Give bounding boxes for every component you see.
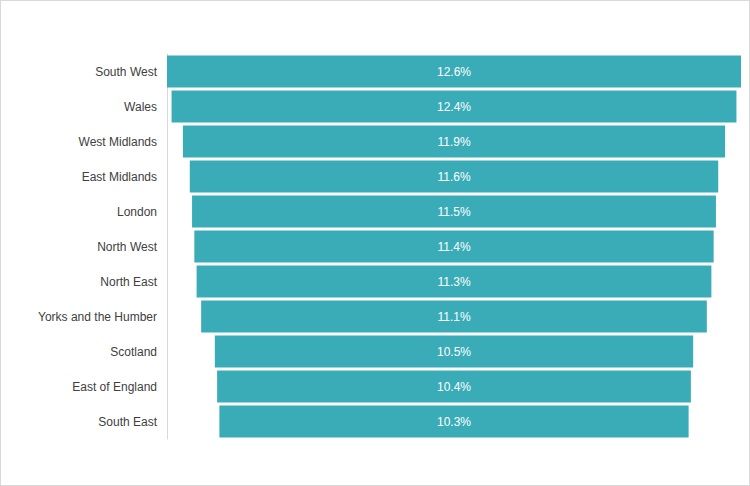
svg-text:South West: South West — [95, 65, 157, 79]
svg-text:11.3%: 11.3% — [437, 275, 470, 289]
svg-text:10.5%: 10.5% — [437, 345, 471, 359]
svg-text:North East: North East — [100, 275, 157, 289]
svg-text:12.6%: 12.6% — [437, 65, 471, 79]
svg-text:11.9%: 11.9% — [437, 135, 470, 149]
svg-text:Wales: Wales — [124, 100, 157, 114]
svg-text:11.1%: 11.1% — [437, 310, 470, 324]
svg-text:East of England: East of England — [72, 380, 157, 394]
svg-text:10.3%: 10.3% — [437, 415, 471, 429]
svg-text:Scotland: Scotland — [110, 345, 157, 359]
svg-text:London: London — [117, 205, 157, 219]
svg-text:East Midlands: East Midlands — [82, 170, 157, 184]
svg-text:North West: North West — [97, 240, 157, 254]
svg-text:South East: South East — [98, 415, 157, 429]
svg-text:West Midlands: West Midlands — [79, 135, 157, 149]
svg-text:12.4%: 12.4% — [437, 100, 471, 114]
svg-text:11.5%: 11.5% — [437, 205, 470, 219]
svg-text:10.4%: 10.4% — [437, 380, 471, 394]
svg-text:11.6%: 11.6% — [437, 170, 470, 184]
svg-text:11.4%: 11.4% — [437, 240, 470, 254]
svg-text:Yorks and the Humber: Yorks and the Humber — [38, 310, 157, 324]
